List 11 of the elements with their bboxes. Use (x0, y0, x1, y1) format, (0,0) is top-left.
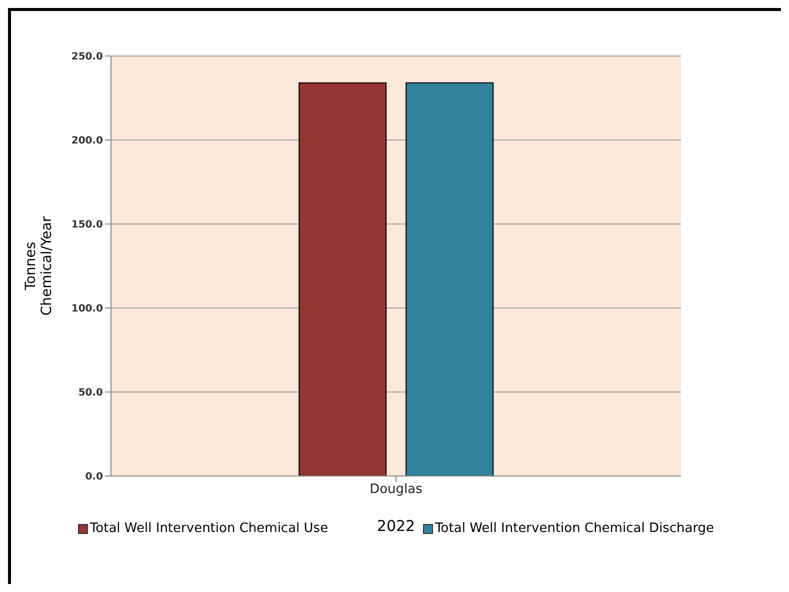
x-tick-label: Douglas (370, 482, 423, 498)
legend-label: Total Well Intervention Chemical Discharge (434, 521, 714, 536)
y-axis-title: Tonnes Chemical/Year (23, 216, 55, 316)
y-tick-label: 200.0 (71, 136, 104, 147)
y-tick-label: 50.0 (78, 388, 104, 399)
y-tick-label: 150.0 (71, 220, 104, 231)
y-tick-label: 250.0 (71, 52, 104, 63)
y-tick-label: 100.0 (71, 304, 104, 315)
y-tick-label: 0.0 (85, 472, 104, 483)
legend-label: Total Well Intervention Chemical Use (88, 521, 328, 536)
x-axis-title: 2022 (376, 517, 416, 535)
